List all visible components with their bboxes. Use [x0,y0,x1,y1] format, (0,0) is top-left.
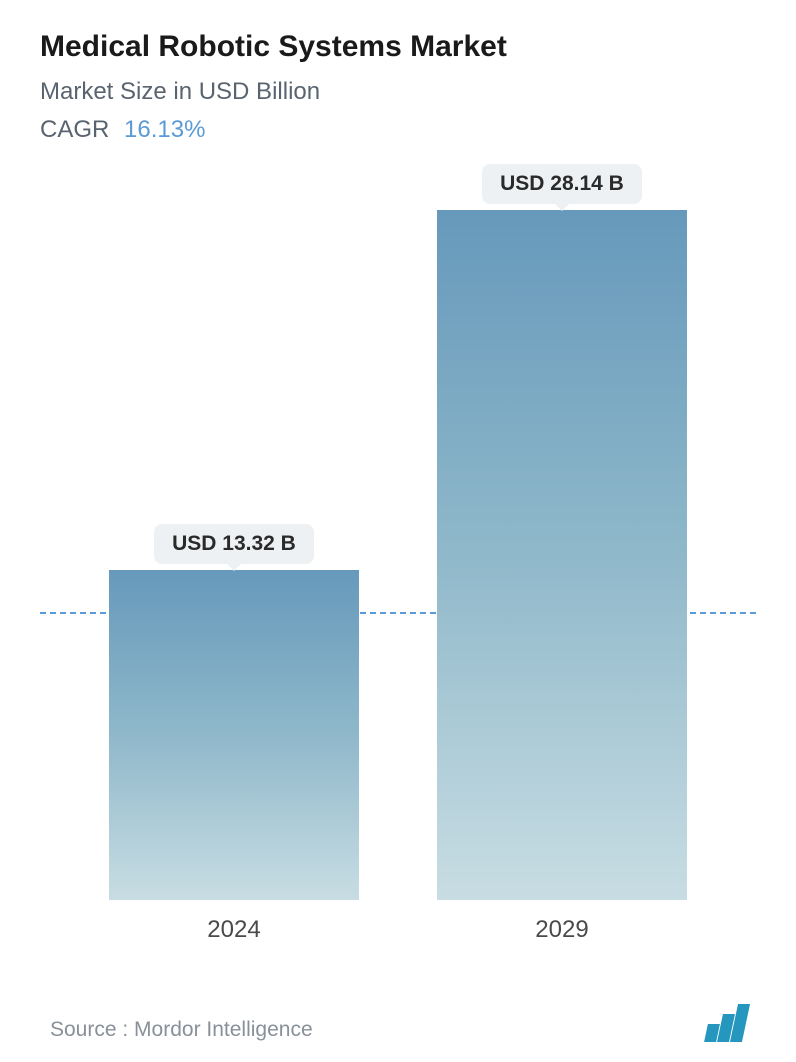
bar-group-2024: USD 13.32 B 2024 [109,524,359,944]
value-badge-2024: USD 13.32 B [154,524,314,564]
x-label-2029: 2029 [535,916,588,944]
cagr-value: 16.13% [124,116,205,143]
cagr-label: CAGR [40,116,109,143]
source-text: Source : Mordor Intelligence [50,1018,313,1042]
chart-container: Medical Robotic Systems Market Market Si… [0,0,796,1034]
x-label-2024: 2024 [207,916,260,944]
logo-icon [706,1004,746,1042]
chart-title: Medical Robotic Systems Market [40,30,756,64]
cagr-row: CAGR 16.13% [40,116,756,144]
logo-bar-3 [730,1004,750,1042]
footer: Source : Mordor Intelligence [40,1004,756,1062]
bar-2024 [109,570,359,900]
bar-group-2029: USD 28.14 B 2029 [437,164,687,944]
chart-subtitle: Market Size in USD Billion [40,78,756,106]
value-badge-2029: USD 28.14 B [482,164,642,204]
chart-area: USD 13.32 B 2024 USD 28.14 B 2029 [40,164,756,1004]
bar-2029 [437,210,687,900]
